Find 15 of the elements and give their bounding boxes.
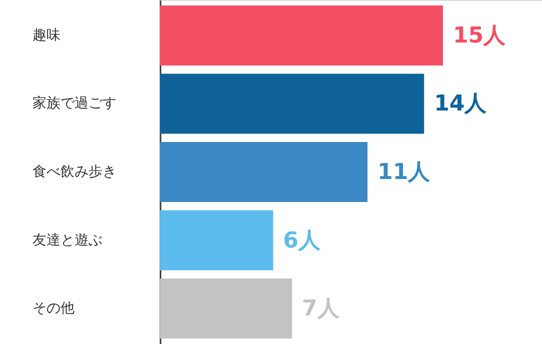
data-label: 7人 (302, 296, 340, 322)
y-tick-label: 友達と遊ぶ (32, 232, 102, 248)
data-label: 15人 (452, 23, 507, 48)
bar (160, 5, 443, 66)
bar (160, 210, 274, 270)
y-tick-label: 食べ飲み歩き (32, 164, 116, 180)
y-tick-label: その他 (32, 300, 74, 317)
data-label: 6人 (283, 228, 322, 254)
bar (160, 142, 368, 202)
bar (160, 278, 292, 339)
data-label: 11人 (378, 160, 432, 185)
y-tick-label: 趣味 (32, 27, 60, 44)
y-tick-label: 家族で過ごす (32, 96, 116, 112)
data-label: 14人 (434, 92, 488, 117)
bar (160, 74, 424, 134)
